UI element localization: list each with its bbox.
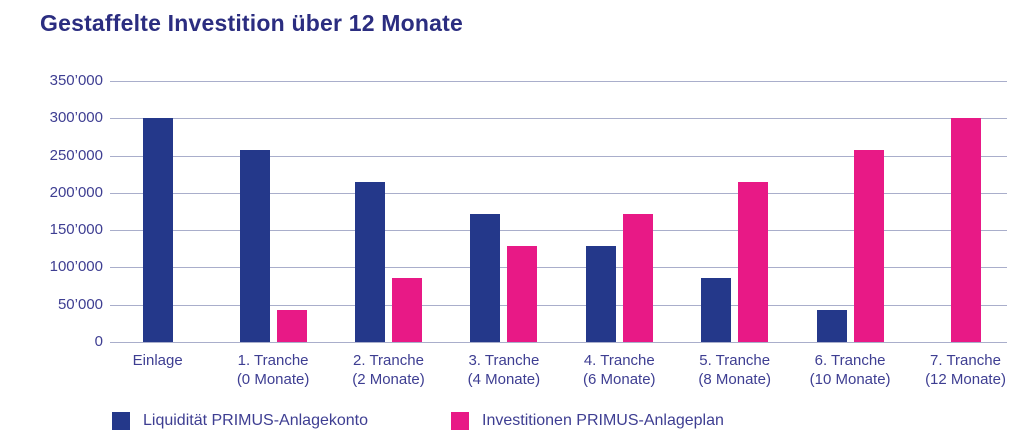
chart-title: Gestaffelte Investition über 12 Monate: [40, 10, 463, 36]
bar-investitionen-1: [276, 310, 307, 342]
legend-swatch-pink-icon: [451, 412, 469, 430]
gridline: [110, 342, 1007, 343]
legend-label-liquiditaet: Liquidität PRIMUS-Anlagekonto: [143, 412, 369, 429]
bar-investitionen-6: [853, 150, 884, 342]
x-category-label: 2. Tranche (2 Monate): [352, 352, 425, 388]
legend-swatch-blue-icon: [112, 412, 130, 430]
bar-liquiditaet-2: [355, 182, 385, 342]
bar-liquiditaet-4: [585, 246, 616, 342]
x-category-label: 1. Tranche (0 Monate): [236, 352, 310, 388]
gridline: [110, 230, 1007, 232]
bar-investitionen-5: [738, 182, 769, 342]
bar-liquiditaet-0: [142, 118, 173, 342]
gridline: [110, 267, 1007, 269]
bar-investitionen-2: [392, 278, 422, 342]
x-category-label: 3. Tranche (4 Monate): [467, 352, 541, 388]
y-tick-label: 200’000: [49, 183, 103, 201]
x-category-label: 4. Tranche (6 Monate): [583, 352, 656, 388]
bar-liquiditaet-6: [816, 310, 847, 342]
y-tick-label: 50’000: [57, 295, 103, 313]
bar-investitionen-4: [622, 214, 653, 342]
bar-investitionen-7: [950, 118, 981, 342]
legend-label-investitionen: Investitionen PRIMUS-Anlageplan: [482, 412, 724, 429]
bar-liquiditaet-1: [239, 150, 270, 342]
legend-item-investitionen: Investitionen PRIMUS-Anlageplan: [451, 412, 724, 430]
gridline: [110, 118, 1007, 120]
x-category-label: 6. Tranche (10 Monate): [809, 352, 891, 388]
y-tick-label: 150’000: [49, 221, 103, 239]
gridline: [110, 304, 1007, 306]
x-category-label: 5. Tranche (8 Monate): [698, 352, 771, 388]
bar-liquiditaet-5: [701, 278, 732, 342]
y-tick-label: 300’000: [49, 109, 103, 127]
y-tick-label: 100’000: [49, 258, 103, 276]
bar-investitionen-3: [507, 246, 538, 342]
y-tick-label: 250’000: [49, 146, 103, 164]
y-tick-label: 0: [94, 333, 103, 350]
y-tick-label: 350’000: [49, 72, 103, 89]
gridline: [110, 81, 1007, 82]
bar-liquiditaet-3: [470, 214, 501, 342]
gridline: [110, 192, 1007, 194]
gridline: [110, 155, 1007, 157]
legend-item-liquiditaet: Liquidität PRIMUS-Anlagekonto: [112, 412, 368, 430]
x-category-label: Einlage: [132, 352, 183, 369]
x-category-label: 7. Tranche (12 Monate): [925, 352, 1006, 388]
